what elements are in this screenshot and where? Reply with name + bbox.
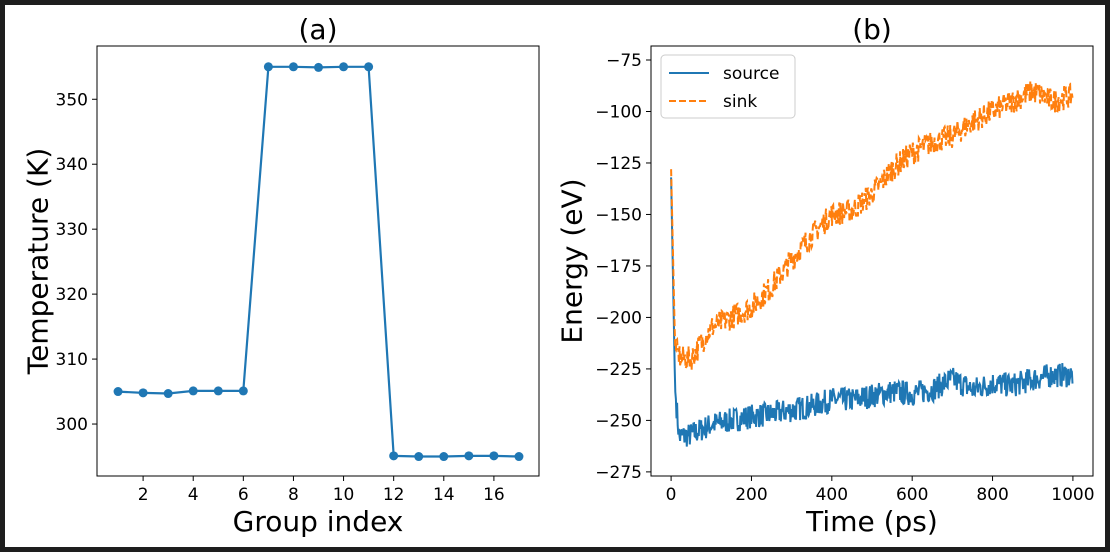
x-tick-label: 4 bbox=[188, 485, 199, 505]
data-point bbox=[314, 62, 324, 72]
series-line-source bbox=[670, 177, 1074, 447]
y-tick-label: −275 bbox=[595, 463, 642, 483]
x-tick-label: 12 bbox=[383, 485, 405, 505]
panel-title: (b) bbox=[852, 13, 892, 46]
data-point bbox=[414, 452, 424, 462]
data-point bbox=[238, 386, 248, 396]
y-tick-label: 350 bbox=[56, 90, 88, 110]
x-tick-label: 0 bbox=[666, 485, 677, 505]
y-tick-label: −250 bbox=[595, 411, 642, 431]
y-tick-label: −200 bbox=[595, 308, 642, 328]
data-point bbox=[188, 386, 198, 396]
data-point bbox=[489, 451, 499, 461]
y-tick-label: 300 bbox=[56, 415, 88, 435]
data-point bbox=[138, 388, 148, 398]
data-point bbox=[339, 62, 349, 72]
data-point bbox=[464, 451, 474, 461]
data-point bbox=[288, 62, 298, 72]
x-tick-label: 2 bbox=[138, 485, 149, 505]
x-axis-label: Time (ps) bbox=[805, 505, 938, 538]
data-point bbox=[213, 386, 223, 396]
y-tick-label: 320 bbox=[56, 285, 88, 305]
data-point bbox=[389, 451, 399, 461]
y-tick-label: −225 bbox=[595, 360, 642, 380]
panel-title: (a) bbox=[298, 13, 337, 46]
legend-label: sink bbox=[723, 92, 757, 112]
y-tick-label: −150 bbox=[595, 205, 642, 225]
y-tick-label: 310 bbox=[56, 350, 88, 370]
data-point bbox=[364, 62, 374, 72]
data-point bbox=[514, 452, 524, 462]
x-tick-label: 800 bbox=[976, 485, 1008, 505]
x-tick-label: 6 bbox=[238, 485, 249, 505]
x-tick-label: 16 bbox=[483, 485, 505, 505]
x-axis-label: Group index bbox=[233, 505, 404, 538]
data-line bbox=[117, 65, 520, 458]
y-tick-label: −100 bbox=[595, 102, 642, 122]
y-tick-label: −125 bbox=[595, 154, 642, 174]
data-point bbox=[439, 452, 449, 462]
figure: (a) Group index Temperature (K) 2 4 6 8 10 12 14 1… bbox=[5, 5, 1105, 547]
y-tick-label: −175 bbox=[595, 257, 642, 277]
y-tick-label: 340 bbox=[56, 155, 88, 175]
data-point bbox=[113, 387, 123, 397]
y-axis-label: Temperature (K) bbox=[22, 148, 55, 375]
data-point bbox=[163, 389, 173, 399]
axes-frame bbox=[650, 45, 1094, 477]
y-axis-label: Energy (eV) bbox=[556, 178, 589, 343]
series-line-sink bbox=[670, 80, 1074, 371]
axes-frame bbox=[96, 45, 540, 477]
y-tick-label: −75 bbox=[606, 51, 642, 71]
data-point bbox=[263, 62, 273, 72]
x-tick-label: 400 bbox=[816, 485, 848, 505]
legend-box bbox=[660, 54, 796, 119]
chart-canvas: (a) Group index Temperature (K) 2 4 6 8 10 12 14 1… bbox=[22, 13, 1095, 538]
y-tick-label: 330 bbox=[56, 220, 88, 240]
x-tick-label: 1000 bbox=[1051, 485, 1094, 505]
x-tick-label: 8 bbox=[288, 485, 299, 505]
x-tick-label: 14 bbox=[433, 485, 455, 505]
x-tick-label: 10 bbox=[333, 485, 355, 505]
x-tick-label: 600 bbox=[896, 485, 928, 505]
x-tick-label: 200 bbox=[735, 485, 767, 505]
legend-label: source bbox=[723, 64, 779, 84]
